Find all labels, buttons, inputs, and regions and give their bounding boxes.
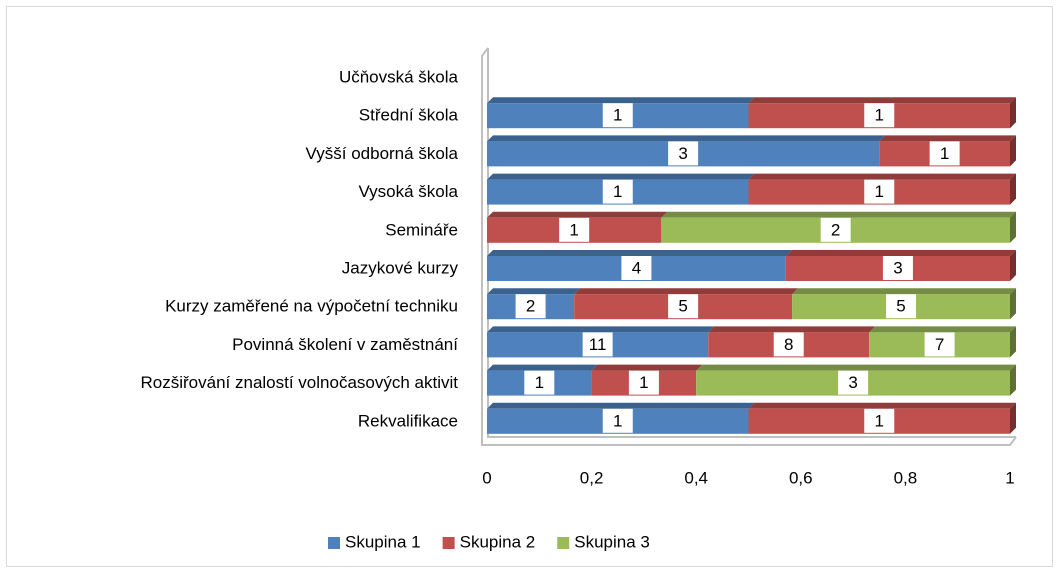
data-label: 3 bbox=[893, 258, 902, 277]
legend-label: Skupina 1 bbox=[345, 532, 421, 551]
data-label: 3 bbox=[678, 144, 687, 163]
bar-top bbox=[487, 173, 755, 180]
x-tick-label: 0,4 bbox=[684, 468, 708, 487]
data-label: 1 bbox=[569, 220, 578, 239]
data-label: 1 bbox=[613, 182, 622, 201]
bar-top bbox=[487, 326, 715, 333]
x-tick-label: 0,2 bbox=[580, 468, 604, 487]
data-label-bg bbox=[628, 370, 659, 395]
bar-top bbox=[487, 402, 755, 409]
bar-side bbox=[1010, 211, 1016, 243]
bar-side bbox=[1010, 288, 1016, 320]
data-label: 1 bbox=[875, 106, 884, 125]
x-tick-label: 0,6 bbox=[789, 468, 813, 487]
legend-label: Skupina 2 bbox=[460, 532, 536, 551]
data-label: 2 bbox=[526, 297, 535, 316]
x-tick-label: 1 bbox=[1005, 468, 1014, 487]
y-tick-label: Jazykové kurzy bbox=[342, 258, 459, 277]
bar-top bbox=[487, 135, 886, 142]
y-tick-label: Vyšší odborná škola bbox=[306, 144, 459, 163]
bar-top bbox=[574, 288, 799, 295]
bar-top bbox=[661, 211, 1016, 218]
back-wall bbox=[487, 48, 1016, 438]
data-label-bg bbox=[838, 370, 869, 395]
data-label: 3 bbox=[848, 373, 857, 392]
bar-top bbox=[748, 402, 1016, 409]
bar-side bbox=[1010, 326, 1016, 358]
data-label-bg bbox=[602, 179, 633, 204]
data-label: 8 bbox=[784, 335, 793, 354]
bar-top bbox=[879, 135, 1016, 142]
data-label-bg bbox=[886, 294, 917, 319]
data-label-bg bbox=[668, 294, 699, 319]
bar-top bbox=[591, 364, 703, 371]
y-tick-label: Rekvalifikace bbox=[358, 411, 458, 430]
floor bbox=[481, 47, 1017, 446]
data-label-bg bbox=[515, 294, 546, 319]
bar-side bbox=[1010, 250, 1016, 281]
data-label: 1 bbox=[613, 411, 622, 430]
y-tick-label: Vysoká škola bbox=[358, 182, 458, 201]
data-label-bg bbox=[668, 141, 699, 166]
data-label: 1 bbox=[875, 182, 884, 201]
data-label: 1 bbox=[639, 373, 648, 392]
data-label: 5 bbox=[896, 297, 905, 316]
legend-swatch bbox=[442, 537, 455, 549]
data-label-bg bbox=[602, 408, 633, 433]
bar-top bbox=[696, 364, 1016, 371]
y-tick-label: Povinná školení v zaměstnání bbox=[232, 335, 458, 354]
data-label: 5 bbox=[678, 297, 687, 316]
bar-top bbox=[748, 97, 1016, 104]
y-tick-label: Učňovská škola bbox=[339, 67, 459, 86]
data-label-bg bbox=[864, 179, 895, 204]
data-label-bg bbox=[864, 408, 895, 433]
data-label: 1 bbox=[613, 106, 622, 125]
y-tick-label: Rozšiřování znalostí volnočasových aktiv… bbox=[141, 373, 459, 392]
x-tick-label: 0,8 bbox=[894, 468, 918, 487]
y-tick-label: Semináře bbox=[385, 220, 458, 239]
bar-top bbox=[792, 288, 1016, 295]
bar-side bbox=[1010, 135, 1016, 167]
legend-swatch bbox=[328, 537, 340, 549]
data-label-bg bbox=[602, 103, 633, 128]
bar-top bbox=[487, 97, 755, 104]
data-label-bg bbox=[882, 256, 913, 280]
bar-side bbox=[1010, 402, 1016, 434]
data-label: 11 bbox=[589, 335, 607, 354]
data-label-bg bbox=[559, 217, 590, 242]
data-label-bg bbox=[924, 332, 955, 357]
bar-top bbox=[869, 326, 1016, 333]
bar-top bbox=[487, 288, 581, 295]
data-label: 1 bbox=[875, 411, 884, 430]
bar-top bbox=[487, 364, 598, 371]
bar-top bbox=[785, 250, 1016, 256]
data-label-bg bbox=[864, 103, 895, 128]
bar-side bbox=[1010, 173, 1016, 205]
bar-side bbox=[1010, 97, 1016, 129]
data-label-bg bbox=[929, 141, 960, 166]
data-label-bg bbox=[582, 332, 613, 357]
legend-swatch bbox=[557, 537, 570, 549]
bar-top bbox=[708, 326, 876, 333]
data-label: 7 bbox=[935, 335, 944, 354]
data-label: 4 bbox=[632, 258, 641, 277]
bar-top bbox=[487, 250, 792, 256]
data-label-bg bbox=[621, 256, 652, 280]
data-label: 1 bbox=[535, 373, 544, 392]
data-label: 2 bbox=[831, 220, 840, 239]
bar-top bbox=[487, 211, 668, 218]
x-tick-label: 0 bbox=[482, 468, 491, 487]
legend-label: Skupina 3 bbox=[574, 532, 650, 551]
bar-side bbox=[1010, 364, 1016, 396]
y-tick-label: Střední škola bbox=[359, 106, 459, 125]
bar-top bbox=[748, 173, 1016, 180]
data-label-bg bbox=[524, 370, 555, 395]
data-label-bg bbox=[773, 332, 804, 357]
data-label-bg bbox=[820, 217, 851, 242]
data-label: 1 bbox=[940, 144, 949, 163]
y-tick-label: Kurzy zaměřené na výpočetní techniku bbox=[165, 297, 458, 316]
